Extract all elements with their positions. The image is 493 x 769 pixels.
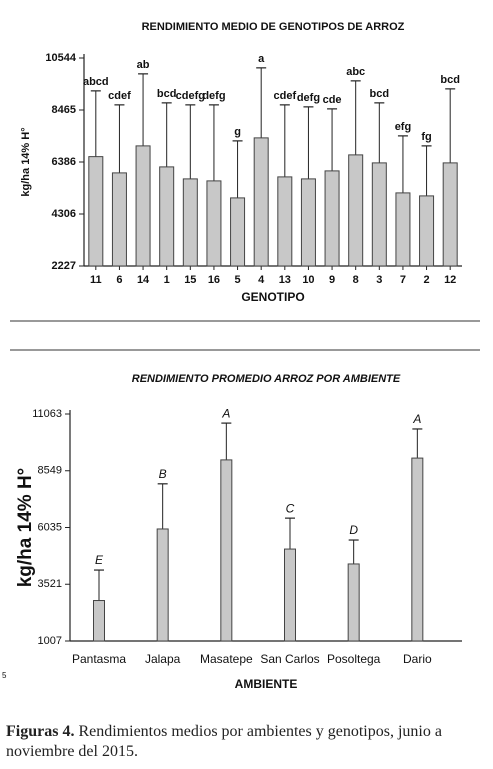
- bar: [135, 145, 151, 267]
- y-tick-label: 10544: [45, 52, 76, 64]
- chart-title: RENDIMIENTO PROMEDIO ARROZ POR AMBIENTE: [132, 373, 401, 385]
- x-tick-label: 9: [329, 274, 335, 286]
- y-tick-label: 3521: [38, 578, 62, 590]
- x-tick-label: 10: [302, 274, 314, 286]
- bar: [206, 180, 222, 267]
- bar: [284, 548, 296, 642]
- bar: [253, 137, 269, 267]
- x-tick-label: 5: [235, 274, 241, 286]
- x-tick-label: Masatepe: [200, 652, 253, 666]
- bar: [300, 178, 316, 267]
- y-tick-label: 11063: [32, 408, 62, 420]
- x-tick-label: 14: [137, 274, 150, 286]
- x-tick-label: 6: [116, 274, 122, 286]
- bar: [348, 154, 364, 267]
- bar: [156, 528, 169, 642]
- annotation: defg: [202, 90, 225, 102]
- x-tick-label: 7: [400, 274, 406, 286]
- bar: [220, 459, 233, 642]
- x-tick-label: San Carlos: [260, 652, 319, 666]
- y-tick-label: 4306: [52, 208, 76, 220]
- y-tick-label: 8465: [52, 104, 76, 116]
- annotation: A: [221, 406, 230, 420]
- annotation: cdef: [108, 90, 131, 102]
- x-tick-label: Dario: [403, 652, 432, 666]
- bar: [371, 162, 387, 267]
- bar: [111, 172, 127, 267]
- y-tick-label: 6035: [38, 521, 62, 533]
- bar: [442, 162, 458, 267]
- annotation: defg: [297, 92, 320, 104]
- figure: 5 RENDIMIENTO MEDIO DE GENOTIPOS DE ARRO…: [2, 21, 480, 691]
- x-tick-label: 12: [444, 274, 456, 286]
- bar: [347, 563, 360, 642]
- x-tick-label: 3: [376, 274, 382, 286]
- annotation: a: [258, 53, 265, 65]
- x-tick-label: Pantasma: [72, 652, 126, 666]
- chart-title: RENDIMIENTO MEDIO DE GENOTIPOS DE ARROZ: [142, 21, 405, 33]
- x-tick-label: 8: [353, 274, 359, 286]
- annotation: bcd: [440, 74, 460, 86]
- bar: [324, 170, 340, 267]
- bar: [230, 197, 246, 267]
- side-note: 5: [2, 671, 7, 680]
- x-tick-label: Jalapa: [145, 652, 181, 666]
- annotation: A: [412, 412, 421, 426]
- x-tick-label: 4: [258, 274, 265, 286]
- x-tick-label: 11: [90, 274, 102, 286]
- annotation: B: [159, 467, 167, 481]
- annotation: efg: [395, 121, 412, 133]
- bar: [411, 457, 424, 642]
- y-tick-label: 1007: [38, 635, 62, 647]
- y-tick-label: 6386: [52, 156, 76, 168]
- annotation: cdefg: [176, 90, 205, 102]
- caption: Figuras 4. Rendimientos medios por ambie…: [6, 722, 488, 762]
- x-tick-label: 13: [279, 274, 291, 286]
- bar: [277, 176, 293, 267]
- x-tick-label: Posoltega: [327, 652, 381, 666]
- bar: [159, 166, 175, 267]
- bar: [93, 600, 105, 642]
- x-axis-label: AMBIENTE: [235, 677, 298, 691]
- annotation: bcd: [157, 88, 177, 100]
- annotation: C: [286, 501, 295, 515]
- annotation: fg: [421, 131, 431, 143]
- caption-label: Figuras 4.: [6, 723, 75, 740]
- bar: [182, 178, 198, 267]
- annotation: cdef: [274, 90, 297, 102]
- x-tick-label: 1: [164, 274, 170, 286]
- bar: [88, 156, 104, 267]
- bar: [395, 192, 411, 267]
- annotation: E: [95, 553, 104, 567]
- annotation: bcd: [370, 88, 390, 100]
- annotation: abcd: [83, 76, 109, 88]
- x-axis-label: GENOTIPO: [241, 290, 304, 304]
- annotation: g: [234, 126, 241, 138]
- annotation: cde: [323, 94, 342, 106]
- y-tick-label: 2227: [52, 260, 76, 272]
- annotation: D: [349, 523, 358, 537]
- x-tick-label: 15: [184, 274, 196, 286]
- annotation: ab: [137, 59, 150, 71]
- y-tick-label: 8549: [38, 465, 62, 477]
- bar: [419, 195, 435, 267]
- y-axis-label: kg/ha 14% H°: [20, 127, 32, 196]
- x-tick-label: 2: [424, 274, 430, 286]
- y-axis-label: kg/ha 14% H°: [15, 468, 36, 588]
- x-tick-label: 16: [208, 274, 220, 286]
- annotation: abc: [346, 66, 365, 78]
- caption-text: Rendimientos medios por ambientes y geno…: [6, 723, 442, 760]
